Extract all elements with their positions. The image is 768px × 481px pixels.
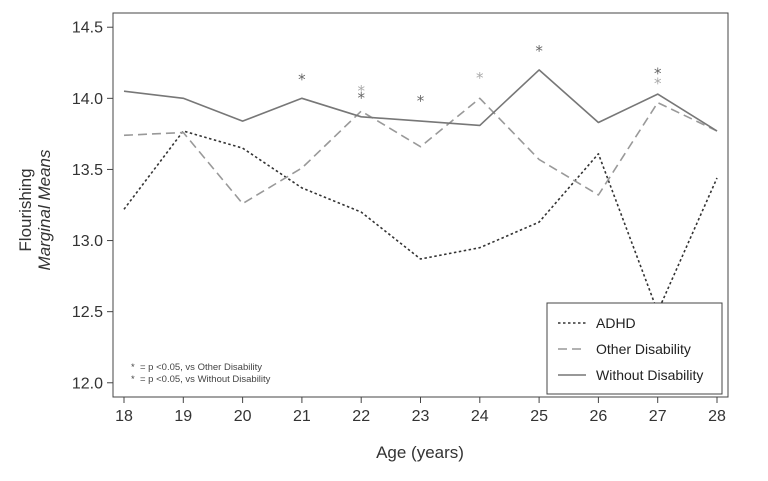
series-line-other-disability [123, 97, 718, 205]
series-line-without-disability [123, 69, 718, 132]
y-axis-title-sub: Marginal Means [35, 149, 54, 270]
x-tick-label: 27 [649, 408, 667, 425]
significance-marker-without: * [535, 42, 543, 60]
series-line-adhd [123, 130, 718, 313]
y-axis-title-main: Flourishing [16, 168, 35, 251]
x-tick-label: 22 [352, 408, 370, 425]
x-tick-label: 19 [174, 408, 192, 425]
x-tick-label: 26 [590, 408, 608, 425]
footnote: * = p <0.05, vs Other Disability * = p <… [131, 362, 271, 385]
y-tick-label: 14.0 [72, 91, 103, 108]
legend: ADHD Other Disability Without Disability [546, 302, 723, 395]
significance-marker-without: * [298, 70, 306, 88]
legend-label-other: Other Disability [596, 341, 691, 357]
significance-marker-without: * [357, 89, 365, 107]
x-axis-title: Age (years) [376, 443, 464, 462]
legend-label-without: Without Disability [596, 367, 703, 383]
x-tick-label: 24 [471, 408, 489, 425]
y-axis-title: Flourishing Marginal Means [16, 149, 54, 270]
y-tick-label: 13.5 [72, 162, 103, 179]
x-tick-label: 23 [412, 408, 430, 425]
y-tick-label: 13.0 [72, 233, 103, 250]
significance-marker-other: * [357, 82, 365, 100]
y-tick-label: 12.5 [72, 304, 103, 321]
significance-markers: *** ***** [298, 42, 662, 110]
y-axis-ticks: 12.0 12.5 13.0 13.5 14.0 14.5 [72, 20, 113, 392]
x-tick-label: 28 [708, 408, 726, 425]
footnote-text-other: = p <0.05, vs Other Disability [140, 362, 262, 373]
significance-marker-other: * [476, 69, 484, 87]
footnote-text-without: = p <0.05, vs Without Disability [140, 374, 271, 385]
series-lines [123, 69, 718, 313]
y-tick-label: 14.5 [72, 20, 103, 37]
significance-marker-without: * [417, 92, 425, 110]
legend-label-adhd: ADHD [596, 315, 636, 331]
x-tick-label: 21 [293, 408, 311, 425]
footnote-star-other: * [131, 362, 135, 373]
footnote-star-without: * [131, 374, 135, 385]
x-axis-ticks: 18 19 20 21 22 23 24 25 26 27 28 [115, 397, 726, 425]
x-tick-label: 18 [115, 408, 133, 425]
y-tick-label: 12.0 [72, 375, 103, 392]
x-tick-label: 25 [530, 408, 548, 425]
x-tick-label: 20 [234, 408, 252, 425]
significance-marker-without: * [654, 65, 662, 83]
significance-marker-other: * [654, 75, 662, 93]
